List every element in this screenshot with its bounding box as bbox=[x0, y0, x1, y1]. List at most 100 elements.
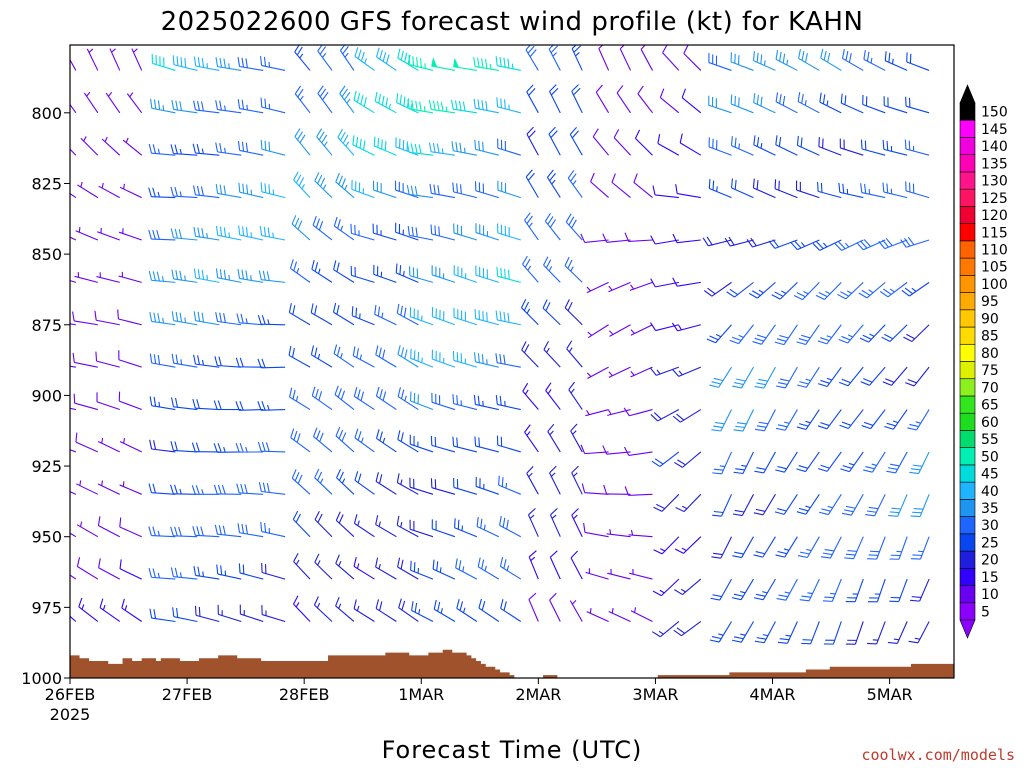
wind-barb bbox=[170, 186, 198, 199]
wind-barb bbox=[288, 346, 311, 368]
wind-barb bbox=[119, 481, 142, 495]
colorbar-tick-label: 135 bbox=[981, 156, 1008, 172]
wind-barb bbox=[148, 483, 176, 495]
wind-barb bbox=[777, 621, 798, 644]
wind-barb bbox=[496, 97, 521, 114]
wind-barb bbox=[606, 529, 631, 538]
y-tick-label: 825 bbox=[31, 174, 62, 193]
wind-barb bbox=[375, 386, 397, 410]
wind-barb bbox=[215, 183, 242, 199]
wind-barb bbox=[548, 126, 561, 156]
colorbar-tick-label: 115 bbox=[981, 225, 1008, 241]
wind-barb bbox=[352, 135, 375, 156]
wind-barb bbox=[730, 52, 754, 71]
wind-barb bbox=[629, 568, 653, 580]
wind-barb bbox=[702, 236, 732, 247]
wind-barb bbox=[659, 88, 680, 114]
wind-barb bbox=[630, 324, 653, 336]
wind-barb bbox=[651, 451, 680, 467]
colorbar-swatch bbox=[959, 430, 976, 448]
wind-barb bbox=[432, 559, 456, 580]
wind-barb bbox=[524, 424, 539, 453]
wind-barb bbox=[732, 494, 754, 517]
colorbar-swatch bbox=[959, 481, 976, 500]
wind-barb bbox=[819, 494, 842, 516]
wind-barb bbox=[499, 557, 522, 580]
colorbar-tick-label: 10 bbox=[981, 587, 999, 603]
wind-barb bbox=[335, 596, 355, 622]
x-tick-label: 28FEB bbox=[279, 685, 330, 704]
wind-barb bbox=[675, 184, 701, 199]
wind-barb bbox=[238, 182, 264, 199]
wind-barb bbox=[353, 514, 375, 538]
wind-barb bbox=[910, 578, 930, 602]
wind-barb bbox=[335, 172, 355, 199]
wind-barb bbox=[430, 478, 456, 495]
colorbar-bottom-arrow bbox=[959, 619, 976, 639]
wind-barb bbox=[732, 366, 754, 389]
wind-barb bbox=[395, 263, 419, 283]
colorbar-swatch bbox=[959, 309, 976, 328]
wind-barb bbox=[580, 233, 609, 243]
wind-barb bbox=[796, 409, 820, 431]
wind-barb bbox=[752, 324, 776, 345]
wind-barb bbox=[815, 281, 842, 301]
wind-barb bbox=[730, 136, 754, 156]
wind-barb bbox=[495, 394, 521, 411]
wind-barb bbox=[564, 299, 583, 326]
wind-barb bbox=[376, 47, 397, 71]
wind-barb bbox=[709, 366, 733, 388]
wind-barb bbox=[567, 170, 583, 198]
wind-barb bbox=[520, 298, 539, 326]
wind-barb bbox=[238, 563, 264, 580]
wind-barb bbox=[332, 302, 355, 326]
wind-barb bbox=[526, 465, 539, 495]
wind-barb bbox=[569, 599, 583, 622]
wind-barb bbox=[118, 391, 142, 411]
wind-barb bbox=[76, 557, 99, 580]
wind-barb bbox=[709, 621, 733, 643]
wind-barb bbox=[406, 142, 434, 156]
wind-barb bbox=[624, 232, 653, 243]
wind-barb bbox=[887, 621, 908, 644]
wind-barb bbox=[257, 401, 286, 411]
wind-barb bbox=[70, 532, 77, 538]
colorbar-tick-label: 110 bbox=[981, 242, 1008, 258]
wind-barb bbox=[581, 483, 609, 495]
wind-barb bbox=[571, 465, 583, 495]
wind-barb bbox=[884, 51, 908, 71]
wind-barb bbox=[431, 57, 456, 71]
wind-barb bbox=[97, 516, 121, 538]
wind-barb bbox=[397, 387, 419, 411]
wind-barb bbox=[650, 322, 679, 332]
wind-barb bbox=[335, 427, 355, 453]
wind-barb bbox=[118, 228, 142, 241]
colorbar-swatch bbox=[959, 602, 976, 621]
wind-barb bbox=[901, 281, 930, 297]
y-tick-label: 850 bbox=[31, 245, 62, 264]
wind-barb bbox=[431, 392, 456, 411]
wind-barb bbox=[526, 126, 539, 156]
wind-barb bbox=[316, 128, 333, 156]
wind-barb bbox=[291, 469, 311, 495]
wind-barb bbox=[839, 409, 864, 429]
wind-barb bbox=[495, 310, 521, 326]
wind-barb bbox=[333, 260, 355, 283]
wind-barb bbox=[708, 179, 732, 199]
wind-barb bbox=[406, 185, 434, 199]
wind-barb bbox=[150, 98, 176, 114]
wind-barb bbox=[72, 352, 98, 368]
wind-barb bbox=[95, 351, 120, 368]
wind-barb bbox=[910, 494, 930, 518]
wind-barb bbox=[119, 517, 142, 538]
wind-barb bbox=[840, 93, 864, 114]
colorbar-tick-label: 95 bbox=[981, 294, 999, 310]
wind-barb bbox=[882, 139, 908, 156]
wind-barb bbox=[633, 173, 653, 199]
wind-barb bbox=[817, 409, 842, 430]
wind-barb bbox=[708, 53, 732, 71]
wind-barb bbox=[261, 605, 286, 623]
wind-barb bbox=[105, 91, 121, 114]
wind-barb bbox=[409, 519, 434, 538]
wind-barb bbox=[122, 137, 143, 156]
